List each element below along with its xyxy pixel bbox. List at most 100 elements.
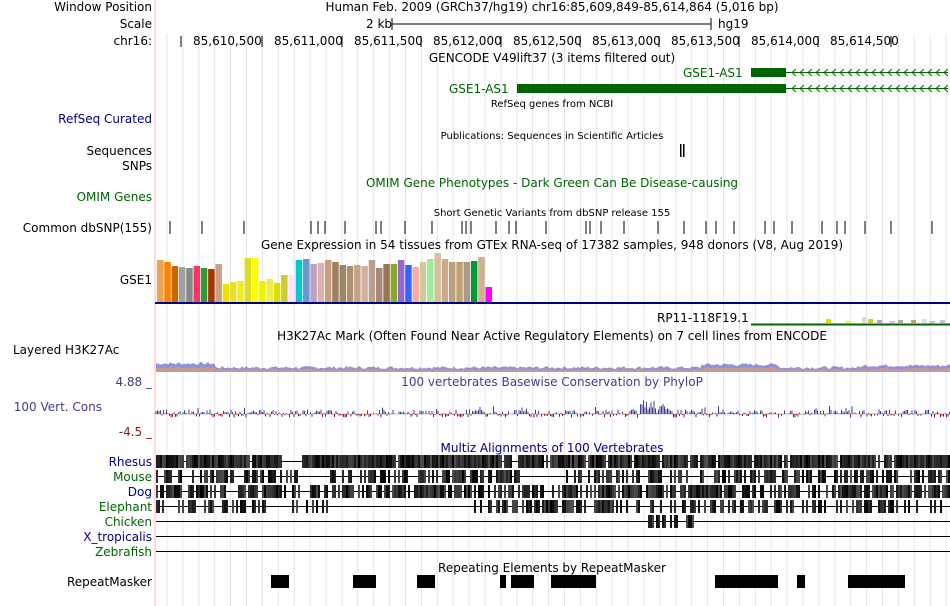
multiz-block: [648, 470, 650, 483]
multiz-block: [436, 455, 438, 468]
omim-track-title[interactable]: OMIM Gene Phenotypes - Dark Green Can Be…: [365, 176, 739, 190]
multiz-block: [792, 485, 794, 498]
multiz-block: [194, 500, 196, 513]
multiz-block: [532, 455, 534, 468]
multiz-block: [864, 500, 866, 513]
multiz-block: [584, 455, 586, 468]
multiz-block: [368, 455, 370, 468]
multiz-block: [674, 515, 676, 528]
multiz-track-title[interactable]: Multiz Alignments of 100 Vertebrates: [440, 441, 664, 455]
multiz-block: [332, 455, 334, 468]
multiz-block: [568, 500, 570, 513]
multiz-block: [448, 470, 450, 483]
multiz-block: [900, 455, 902, 468]
multiz-block: [536, 455, 538, 468]
multiz-block: [452, 470, 454, 483]
multiz-block: [348, 485, 350, 498]
multiz-block: [262, 455, 264, 468]
multiz-block: [514, 470, 516, 483]
multiz-block: [724, 485, 726, 498]
multiz-block: [344, 485, 346, 498]
publications-sequences-label[interactable]: Sequences: [86, 144, 152, 158]
multiz-block: [714, 470, 716, 483]
multiz-species-dog[interactable]: Dog: [127, 485, 152, 499]
multiz-block: [868, 470, 870, 483]
multiz-species-zebrafish[interactable]: Zebrafish: [95, 545, 152, 559]
gtex-gene2-label[interactable]: RP11-118F19.1: [657, 311, 749, 325]
repeatmasker-track-title[interactable]: Repeating Elements by RepeatMasker: [438, 561, 666, 575]
multiz-block: [264, 500, 266, 513]
h3k27ac-side-label[interactable]: Layered H3K27Ac: [13, 343, 120, 357]
multiz-block: [858, 485, 860, 498]
multiz-block: [944, 485, 946, 498]
multiz-block: [662, 455, 664, 468]
multiz-block: [816, 455, 818, 468]
publications-snps-label[interactable]: SNPs: [122, 159, 152, 173]
omim-side-label[interactable]: OMIM Genes: [76, 190, 152, 204]
multiz-block: [408, 485, 410, 498]
gtex-side-label[interactable]: GSE1: [119, 273, 152, 287]
refseq-side-label[interactable]: RefSeq Curated: [58, 112, 152, 126]
multiz-block: [240, 500, 242, 513]
phylop-track-title[interactable]: 100 vertebrates Basewise Conservation by…: [401, 375, 703, 389]
multiz-block: [758, 470, 760, 483]
multiz-block: [442, 470, 444, 483]
multiz-block: [756, 455, 758, 468]
multiz-block: [470, 485, 472, 498]
multiz-block: [744, 470, 746, 483]
publications-track-title[interactable]: Publications: Sequences in Scientific Ar…: [440, 131, 664, 142]
multiz-block: [866, 455, 868, 468]
repeatmasker-side-label[interactable]: RepeatMasker: [66, 575, 152, 589]
gencode-gene-label-2[interactable]: GSE1-AS1: [449, 82, 509, 96]
strand-arrow: [927, 68, 933, 77]
multiz-block: [254, 470, 256, 483]
multiz-block: [908, 485, 910, 498]
multiz-block: [546, 500, 548, 513]
gtex-tissue-bar: [200, 268, 208, 302]
gencode-gene-label[interactable]: GSE1-AS1: [683, 66, 743, 80]
multiz-species-rhesus[interactable]: Rhesus: [108, 455, 152, 469]
strand-arrow: [823, 84, 829, 93]
multiz-block: [498, 470, 500, 483]
multiz-block: [390, 455, 392, 468]
multiz-block: [724, 455, 726, 468]
multiz-block: [910, 470, 912, 483]
multiz-block: [448, 485, 450, 498]
multiz-block: [918, 470, 920, 483]
strand-arrow: [943, 68, 949, 77]
multiz-block: [602, 470, 604, 483]
dbsnp-track-title[interactable]: Short Genetic Variants from dbSNP releas…: [433, 208, 671, 219]
dbsnp-side-label[interactable]: Common dbSNP(155): [22, 221, 152, 235]
multiz-block: [232, 455, 234, 468]
multiz-block: [206, 485, 208, 498]
multiz-block: [316, 485, 318, 498]
gtex-tissue-bar: [193, 266, 200, 302]
multiz-block: [840, 485, 842, 498]
assembly-text: hg19: [718, 17, 749, 31]
multiz-block: [808, 485, 810, 498]
gtex-track-title[interactable]: Gene Expression in 54 tissues from GTEx …: [260, 238, 844, 252]
gtex-gene2-bar: [911, 320, 916, 323]
multiz-block: [158, 500, 160, 513]
multiz-block: [348, 470, 350, 483]
multiz-block: [674, 500, 676, 513]
h3k27ac-track-title[interactable]: H3K27Ac Mark (Often Found Near Active Re…: [277, 329, 827, 343]
multiz-block: [224, 500, 226, 513]
multiz-species-mouse[interactable]: Mouse: [113, 470, 152, 484]
strand-arrow: [839, 68, 845, 77]
multiz-species-elephant[interactable]: Elephant: [98, 500, 152, 514]
multiz-block: [588, 455, 590, 468]
multiz-block: [750, 500, 752, 513]
multiz-block: [866, 500, 868, 513]
multiz-block: [754, 485, 756, 498]
multiz-block: [940, 455, 942, 468]
multiz-block: [570, 500, 572, 513]
refseq-track-title[interactable]: RefSeq genes from NCBI: [490, 99, 614, 110]
multiz-block: [584, 500, 586, 513]
phylop-side-label[interactable]: 100 Vert. Cons: [13, 400, 102, 414]
multiz-species-xtropicalis[interactable]: X_tropicalis: [83, 530, 152, 544]
gencode-track-title[interactable]: GENCODE V49lift37 (3 items filtered out): [428, 51, 676, 65]
multiz-species-chicken[interactable]: Chicken: [104, 515, 152, 529]
